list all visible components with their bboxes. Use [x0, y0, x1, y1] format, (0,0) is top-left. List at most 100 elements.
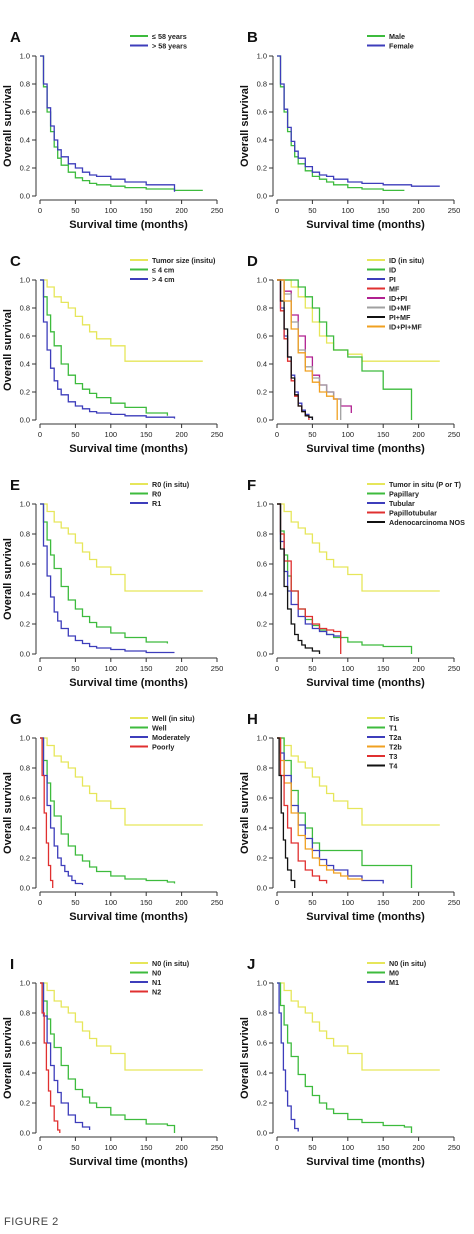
panel-e: E 0 50 100 150 200 250 0.0 0.2 0.4 0.6 0.8 1.0 Surviv…	[2, 477, 223, 689]
x-tick-label: 50	[71, 430, 79, 439]
legend-label: T2b	[389, 742, 402, 751]
series-line-t2b	[277, 737, 363, 881]
y-tick-label: 0.6	[20, 108, 30, 117]
legend-label: M1	[389, 978, 399, 987]
y-tick-label: 0.8	[257, 1009, 267, 1018]
x-tick-label: 250	[448, 664, 461, 673]
panel-label: G	[10, 711, 22, 728]
legend-label: ID+PI+MF	[389, 322, 422, 331]
x-tick-label: 100	[342, 664, 355, 673]
panel-label: H	[247, 711, 258, 728]
x-tick-label: 250	[211, 206, 224, 215]
panel-label: E	[10, 477, 20, 494]
x-tick-label: 200	[412, 664, 425, 673]
x-tick-label: 100	[105, 898, 118, 907]
x-tick-label: 250	[211, 430, 224, 439]
x-tick-label: 50	[308, 430, 316, 439]
legend-label: R0 (in situ)	[152, 480, 190, 489]
y-axis-label: Overall survival	[239, 1017, 251, 1099]
y-tick-label: 0.6	[257, 332, 267, 341]
y-tick-label: 0.8	[20, 530, 30, 539]
y-tick-label: 0.4	[20, 824, 30, 833]
y-tick-label: 0.0	[257, 192, 267, 201]
panel-label: D	[247, 253, 258, 270]
y-tick-label: 0.6	[20, 794, 30, 803]
legend-label: PI	[389, 275, 396, 284]
x-tick-label: 250	[448, 898, 461, 907]
y-tick-label: 0.4	[20, 360, 30, 369]
panel-label: B	[247, 29, 258, 46]
y-tick-label: 0.0	[20, 884, 30, 893]
x-axis-label: Survival time (months)	[306, 443, 425, 455]
y-tick-label: 0.4	[20, 136, 30, 145]
y-tick-label: 0.2	[20, 164, 30, 173]
x-tick-label: 0	[38, 898, 42, 907]
y-tick-label: 0.4	[257, 136, 267, 145]
legend-label: Female	[389, 41, 414, 50]
y-tick-label: 0.0	[257, 884, 267, 893]
x-tick-label: 150	[377, 206, 390, 215]
x-tick-label: 50	[308, 1143, 316, 1152]
x-tick-label: 0	[38, 430, 42, 439]
legend-label: MF	[389, 284, 400, 293]
x-tick-label: 0	[38, 664, 42, 673]
y-tick-label: 0.4	[257, 1069, 267, 1078]
y-tick-label: 0.0	[20, 416, 30, 425]
panel-label: A	[10, 29, 21, 46]
y-tick-label: 0.4	[20, 590, 30, 599]
series-line-well	[40, 737, 176, 884]
y-tick-label: 1.0	[257, 276, 267, 285]
x-tick-label: 200	[175, 430, 188, 439]
x-tick-label: 150	[377, 1143, 390, 1152]
legend-label: N0	[152, 968, 161, 977]
panel-c: C 0 50 100 150 200 250 0.0 0.2 0.4 0.6 0.8 1.0 Surviv…	[2, 253, 223, 455]
series-line-female	[277, 55, 440, 187]
series-line--58-years	[40, 55, 203, 192]
x-tick-label: 150	[140, 206, 153, 215]
panel-label: C	[10, 253, 21, 270]
x-tick-label: 200	[412, 898, 425, 907]
x-tick-label: 0	[38, 206, 42, 215]
x-tick-label: 50	[71, 206, 79, 215]
y-tick-label: 0.6	[257, 1039, 267, 1048]
y-tick-label: 1.0	[20, 734, 30, 743]
x-tick-label: 0	[275, 206, 279, 215]
series-line-id-pi-mf	[277, 279, 338, 420]
legend-label: N2	[152, 987, 161, 996]
y-tick-label: 0.8	[20, 304, 30, 313]
legend-label: T3	[389, 752, 397, 761]
x-tick-label: 50	[308, 664, 316, 673]
legend-label: Papillotubular	[389, 508, 437, 517]
x-axis-label: Survival time (months)	[306, 911, 425, 923]
y-tick-label: 0.0	[257, 650, 267, 659]
y-tick-label: 0.2	[20, 620, 30, 629]
x-tick-label: 200	[175, 898, 188, 907]
y-axis-label: Overall survival	[2, 85, 14, 167]
y-tick-label: 0.6	[20, 1039, 30, 1048]
series-line-tubular	[277, 503, 342, 639]
y-tick-label: 0.6	[20, 332, 30, 341]
x-tick-label: 0	[275, 664, 279, 673]
y-tick-label: 0.6	[257, 108, 267, 117]
panel-f: F 0 50 100 150 200 250 0.0 0.2 0.4 0.6 0.8 1.0 Surviv…	[247, 477, 465, 689]
legend-label: PI+MF	[389, 313, 411, 322]
y-tick-label: 0.2	[20, 854, 30, 863]
x-tick-label: 250	[211, 664, 224, 673]
series-line-n2	[40, 982, 61, 1133]
series-line-adenocarcinoma-nos	[277, 503, 321, 654]
y-axis-label: Overall survival	[2, 1017, 14, 1099]
legend-label: Well	[152, 723, 167, 732]
x-axis-label: Survival time (months)	[69, 911, 188, 923]
series-line-n0	[40, 982, 176, 1133]
y-axis-label: Overall survival	[2, 309, 14, 391]
x-tick-label: 200	[412, 206, 425, 215]
legend-label: Well (in situ)	[152, 714, 195, 723]
x-tick-label: 50	[308, 206, 316, 215]
x-tick-label: 150	[140, 664, 153, 673]
legend-label: N0 (in situ)	[152, 959, 190, 968]
series-line-tis	[277, 737, 440, 826]
series-line-t3	[277, 737, 328, 884]
x-tick-label: 150	[377, 664, 390, 673]
x-tick-label: 250	[448, 206, 461, 215]
